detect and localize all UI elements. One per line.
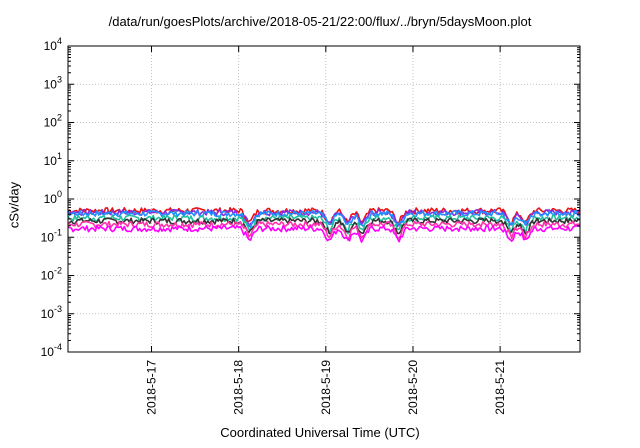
x-tick-label: 2018-5-19 <box>319 360 333 415</box>
x-tick-label: 2018-5-20 <box>406 360 420 415</box>
chart-title: /data/run/goesPlots/archive/2018-05-21/2… <box>108 14 532 29</box>
y-tick-label: 10-1 <box>41 227 62 244</box>
series-line-2 <box>67 208 581 228</box>
y-tick-label: 103 <box>44 74 62 91</box>
y-tick-label: 101 <box>44 151 62 168</box>
x-tick-label: 2018-5-21 <box>493 360 507 415</box>
series-line-7 <box>67 224 581 243</box>
series-line-5 <box>67 217 581 235</box>
grid-lines <box>68 46 580 352</box>
y-tick-label: 10-3 <box>41 304 62 321</box>
y-tick-label: 102 <box>44 113 62 130</box>
series-line-4 <box>67 214 581 235</box>
x-axis-label: Coordinated Universal Time (UTC) <box>220 425 420 440</box>
y-tick-label: 10-2 <box>41 266 62 283</box>
x-tick-label: 2018-5-18 <box>232 360 246 415</box>
y-tick-label: 10-4 <box>41 342 62 359</box>
y-tick-label: 104 <box>44 36 62 53</box>
series-group <box>67 207 581 243</box>
x-tick-label: 2018-5-17 <box>145 360 159 415</box>
y-tick-label: 100 <box>44 189 62 206</box>
series-line-3 <box>67 209 581 228</box>
